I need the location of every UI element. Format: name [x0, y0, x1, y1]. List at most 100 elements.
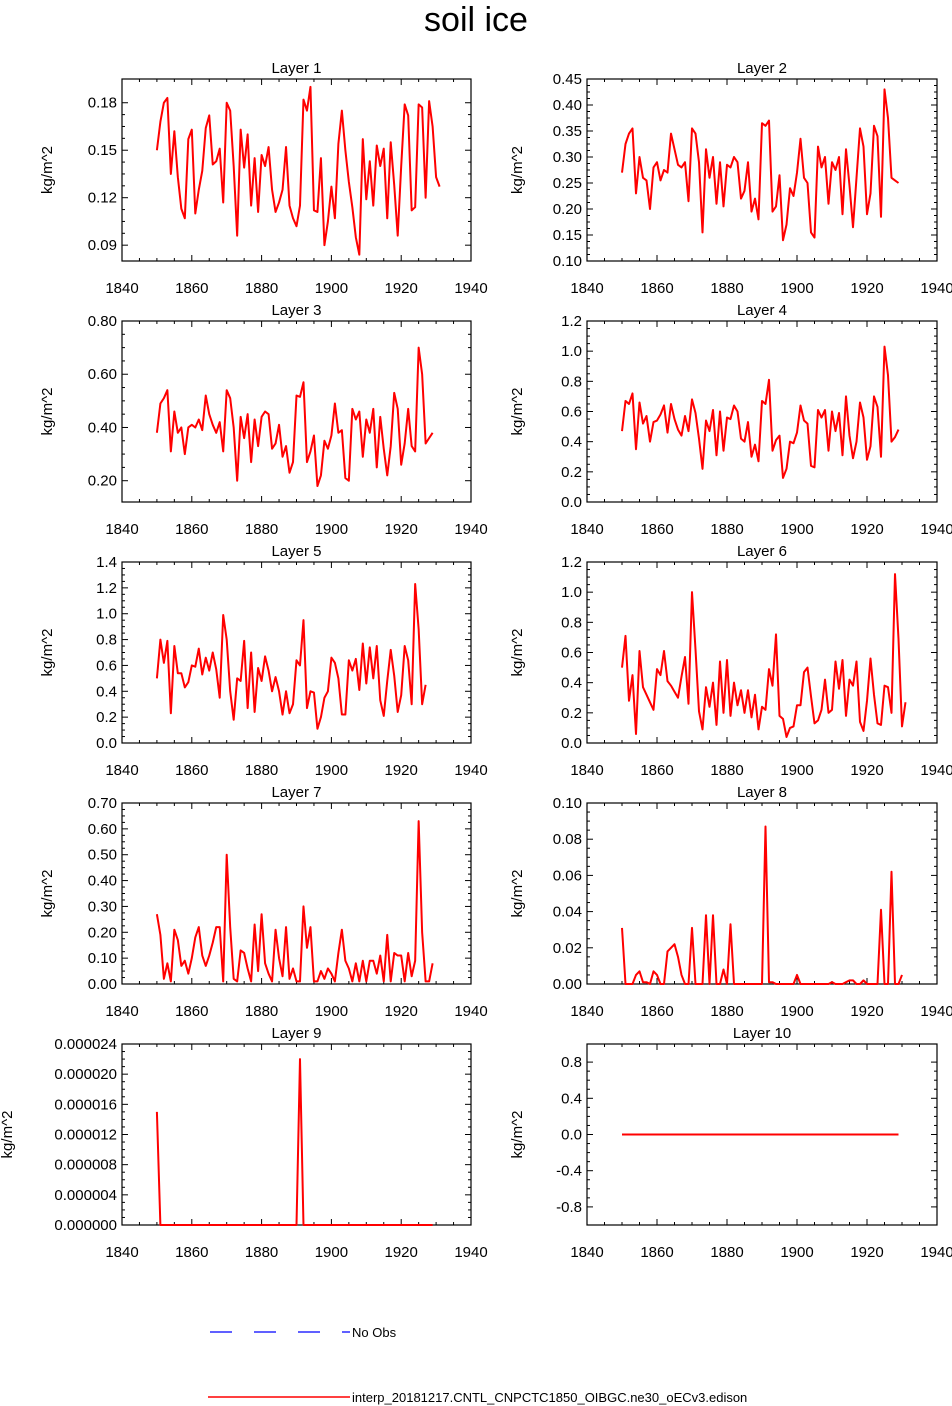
y-tick-label: 0.18: [88, 95, 117, 112]
x-tick-label: 1860: [175, 1244, 208, 1261]
panel-layer-2: Layer 2 kg/m^2 1840 1860 1880 1900 1920 1940 0.1…: [509, 60, 952, 297]
y-tick-label: 0.8: [561, 614, 582, 631]
x-tick-label: 1880: [710, 280, 743, 297]
y-tick-label: 0.10: [553, 795, 582, 812]
panel-title: Layer 6: [737, 543, 787, 560]
x-tick-label: 1900: [780, 762, 813, 779]
y-tick-label: 0.4: [96, 683, 117, 700]
series-line: [155, 820, 434, 983]
y-tick-label: 0.40: [88, 873, 117, 890]
x-tick-label: 1940: [454, 521, 487, 538]
panel-layer-1: Layer 1 kg/m^2 1840 1860 1880 1900 1920 1940 0.0…: [39, 60, 488, 297]
y-tick-label: 0.0: [561, 1127, 582, 1144]
x-tick-label: 1840: [105, 762, 138, 779]
y-tick-label: 0.40: [88, 419, 117, 436]
y-tick-label: 0.000012: [54, 1127, 117, 1144]
panel-title: Layer 8: [737, 784, 787, 801]
y-tick-label: 1.2: [96, 580, 117, 597]
y-tick-label: 0.000016: [54, 1096, 117, 1113]
x-tick-label: 1940: [454, 1244, 487, 1261]
x-tick-label: 1940: [920, 280, 952, 297]
y-tick-label: 0.000024: [54, 1036, 117, 1053]
y-axis-label: kg/m^2: [39, 388, 56, 436]
x-tick-label: 1840: [570, 280, 603, 297]
y-tick-label: 0.06: [553, 867, 582, 884]
x-tick-label: 1900: [315, 1003, 348, 1020]
x-tick-label: 1920: [850, 521, 883, 538]
x-tick-label: 1940: [454, 280, 487, 297]
x-tick-label: 1880: [710, 1003, 743, 1020]
y-tick-label: -0.4: [556, 1163, 582, 1180]
legend-model-label: interp_20181217.CNTL_CNPCTC1850_OIBGC.ne…: [352, 1390, 747, 1405]
y-tick-label: 0.60: [88, 366, 117, 383]
y-tick-label: 0.2: [96, 709, 117, 726]
y-tick-label: 0.8: [96, 632, 117, 649]
x-tick-label: 1920: [850, 1244, 883, 1261]
x-tick-label: 1920: [850, 1003, 883, 1020]
x-tick-label: 1840: [570, 521, 603, 538]
x-tick-label: 1920: [385, 1244, 418, 1261]
x-tick-label: 1940: [454, 762, 487, 779]
y-tick-label: 1.0: [561, 584, 582, 601]
panel-layer-10: Layer 10 kg/m^2 1840 1860 1880 1900 1920 1940 -0…: [509, 1025, 952, 1261]
x-tick-label: 1900: [315, 1244, 348, 1261]
y-tick-label: 0.10: [553, 253, 582, 270]
y-axis-label: kg/m^2: [39, 629, 56, 677]
y-tick-label: 0.15: [88, 142, 117, 159]
y-tick-label: 1.0: [96, 606, 117, 623]
x-tick-label: 1920: [385, 762, 418, 779]
y-tick-label: 0.8: [561, 373, 582, 390]
x-tick-label: 1860: [175, 762, 208, 779]
x-tick-label: 1880: [245, 762, 278, 779]
x-tick-label: 1940: [454, 1003, 487, 1020]
y-tick-label: 0.6: [96, 657, 117, 674]
y-axis-label: kg/m^2: [509, 870, 526, 918]
x-tick-label: 1920: [385, 280, 418, 297]
panel-layer-8: Layer 8 kg/m^2 1840 1860 1880 1900 1920 1940 0.0…: [509, 784, 952, 1020]
y-tick-label: 0.6: [561, 404, 582, 421]
y-tick-label: 0.000004: [54, 1187, 117, 1204]
y-tick-label: 1.2: [561, 554, 582, 571]
series-line: [155, 85, 441, 256]
y-tick-label: 0.000020: [54, 1066, 117, 1083]
y-axis-label: kg/m^2: [509, 388, 526, 436]
x-tick-label: 1880: [710, 1244, 743, 1261]
y-tick-label: 0.40: [553, 97, 582, 114]
panel-title: Layer 9: [271, 1025, 321, 1042]
y-tick-label: 1.2: [561, 313, 582, 330]
y-tick-label: 0.09: [88, 237, 117, 254]
x-tick-label: 1900: [780, 280, 813, 297]
x-tick-label: 1880: [245, 280, 278, 297]
x-tick-label: 1860: [175, 521, 208, 538]
panel-layer-9: Layer 9 kg/m^2 1840 1860 1880 1900 1920 1940 0.0…: [0, 1025, 488, 1261]
x-tick-label: 1900: [780, 1244, 813, 1261]
legend: No Obs interp_20181217.CNTL_CNPCTC1850_O…: [208, 1325, 747, 1405]
panel-title: Layer 3: [271, 302, 321, 319]
x-tick-label: 1880: [245, 521, 278, 538]
y-tick-label: 1.4: [96, 554, 117, 571]
y-tick-label: -0.8: [556, 1199, 582, 1216]
y-tick-label: 0.000008: [54, 1157, 117, 1174]
y-tick-label: 0.80: [88, 313, 117, 330]
x-tick-label: 1880: [710, 762, 743, 779]
y-tick-label: 0.10: [88, 950, 117, 967]
y-tick-label: 0.02: [553, 940, 582, 957]
y-tick-label: 0.15: [553, 227, 582, 244]
x-tick-label: 1900: [315, 762, 348, 779]
panel-layer-4: Layer 4 kg/m^2 1840 1860 1880 1900 1920 1940 0.0…: [509, 302, 952, 538]
figure-title: soil ice: [424, 1, 528, 39]
x-tick-label: 1840: [105, 280, 138, 297]
y-axis-label: kg/m^2: [0, 1111, 16, 1159]
series-line: [621, 345, 900, 479]
x-tick-label: 1860: [175, 1003, 208, 1020]
series-line: [155, 582, 427, 730]
y-tick-label: 0.6: [561, 645, 582, 662]
x-tick-label: 1860: [640, 1003, 673, 1020]
y-tick-label: 0.45: [553, 71, 582, 88]
x-tick-label: 1860: [640, 1244, 673, 1261]
y-axis-label: kg/m^2: [509, 146, 526, 194]
panel-layer-6: Layer 6 kg/m^2 1840 1860 1880 1900 1920 1940 0.0…: [509, 543, 952, 779]
x-tick-label: 1880: [245, 1003, 278, 1020]
x-tick-label: 1840: [570, 762, 603, 779]
